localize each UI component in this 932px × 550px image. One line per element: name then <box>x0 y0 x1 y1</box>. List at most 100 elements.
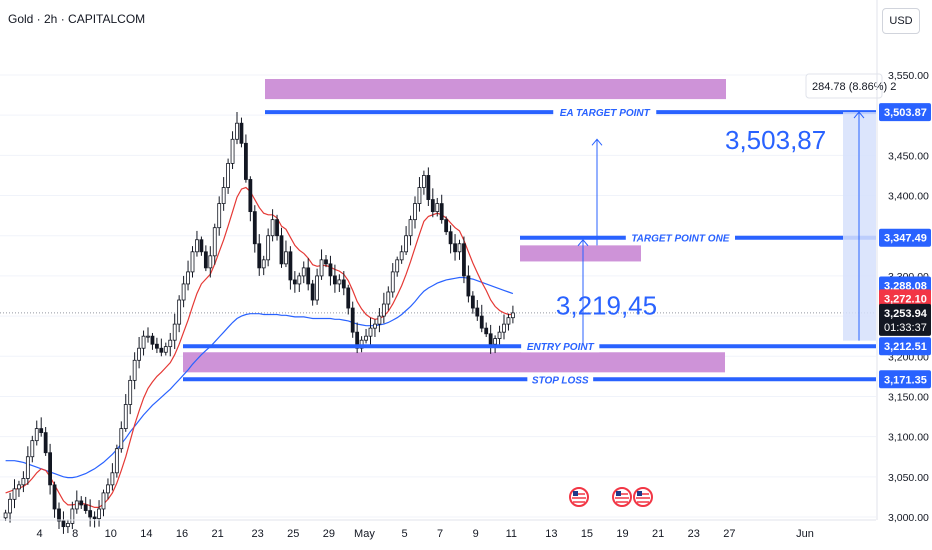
svg-text:284.78 (8.86%) 2: 284.78 (8.86%) 2 <box>812 81 896 93</box>
candle <box>395 256 400 277</box>
candle <box>168 332 173 357</box>
candle <box>128 375 133 415</box>
candle <box>137 336 142 369</box>
candle <box>88 499 93 527</box>
supply-demand-zone <box>183 352 725 373</box>
y-tick-label: 3,150.00 <box>888 391 929 403</box>
candle <box>172 313 177 350</box>
candle <box>306 258 311 291</box>
candle <box>177 295 182 333</box>
svg-text:3,171.35: 3,171.35 <box>884 374 927 386</box>
candle <box>83 496 88 514</box>
candle <box>373 319 377 337</box>
candle <box>39 417 44 437</box>
level-label: EA TARGET POINT <box>560 108 651 119</box>
candle <box>315 268 320 305</box>
candle <box>30 435 35 463</box>
candle <box>453 234 457 261</box>
candle <box>3 509 8 522</box>
candle <box>466 265 471 303</box>
candle <box>439 194 444 224</box>
x-tick-label: 23 <box>252 528 264 540</box>
x-tick-label: 29 <box>323 528 335 540</box>
candle <box>261 255 266 276</box>
y-tick-label: 3,450.00 <box>888 150 929 162</box>
x-tick-label: 5 <box>401 528 407 540</box>
x-tick-label: 16 <box>176 528 188 540</box>
y-tick-label: 3,400.00 <box>888 191 929 203</box>
price-tags: 3,503.873,347.493,212.513,171.353,288.08… <box>879 103 931 389</box>
candle <box>132 352 137 390</box>
candle <box>195 230 199 257</box>
x-tick-label: Jun <box>796 528 814 540</box>
candle <box>337 274 342 292</box>
candle <box>106 478 110 500</box>
candle <box>435 197 440 217</box>
candle <box>475 300 480 321</box>
level-price-tag: 3,347.49 <box>879 228 931 247</box>
us-flag-event-icon[interactable] <box>612 487 632 507</box>
candle <box>284 240 288 268</box>
candle <box>297 272 302 292</box>
candle <box>386 286 391 311</box>
candle <box>154 337 159 354</box>
candle <box>199 236 204 256</box>
candle <box>377 308 382 333</box>
candle <box>364 328 368 344</box>
level-label: ENTRY POINT <box>527 342 595 353</box>
candle <box>186 260 190 291</box>
level-ea-target-point[interactable]: EA TARGET POINT <box>265 106 876 119</box>
x-tick-label: 13 <box>545 528 557 540</box>
candle <box>279 227 284 268</box>
candle <box>21 471 26 493</box>
candle <box>110 463 115 491</box>
candle <box>150 332 155 350</box>
candle <box>426 167 431 206</box>
svg-text:3,503.87: 3,503.87 <box>884 107 927 119</box>
supply-demand-zone <box>265 79 726 100</box>
x-tick-label: 8 <box>72 528 78 540</box>
candle <box>479 304 484 333</box>
candle <box>66 519 70 534</box>
candle <box>79 496 84 509</box>
candle <box>101 489 106 517</box>
level-label: STOP LOSS <box>532 375 589 386</box>
candle <box>359 336 364 353</box>
level-price-tag: 3,503.87 <box>879 103 931 122</box>
candle <box>368 317 373 346</box>
level-entry-point[interactable]: ENTRY POINT <box>183 340 876 353</box>
candle <box>355 322 360 354</box>
candle <box>212 223 217 265</box>
projection-arrows <box>577 138 603 345</box>
candle <box>346 284 351 315</box>
y-tick-label: 3,000.00 <box>888 512 929 524</box>
candle <box>119 421 124 453</box>
level-target-point-one[interactable]: TARGET POINT ONE <box>520 231 876 245</box>
us-flag-event-icon[interactable] <box>569 487 589 507</box>
candle <box>48 443 52 495</box>
candle <box>301 261 306 284</box>
candle <box>12 479 17 509</box>
currency-button[interactable]: USD <box>882 8 920 34</box>
candle <box>61 511 66 534</box>
annotations: 3,503,87 3,219,45 <box>556 125 826 321</box>
candle <box>97 500 101 527</box>
candle <box>181 275 186 308</box>
candle <box>417 177 422 212</box>
ema-slow-line <box>5 276 514 479</box>
x-tick-label: 27 <box>723 528 735 540</box>
supply-demand-zone <box>520 245 641 262</box>
candle <box>221 177 226 211</box>
candle <box>190 246 195 278</box>
level-stop-loss[interactable]: STOP LOSS <box>183 373 876 386</box>
candle <box>92 511 97 528</box>
candle <box>448 225 453 254</box>
svg-text:3,347.49: 3,347.49 <box>884 233 927 245</box>
measure-label: 284.78 (8.86%) 2 <box>805 73 896 99</box>
x-tick-label: 7 <box>437 528 443 540</box>
candle <box>484 322 489 337</box>
y-tick-label: 3,100.00 <box>888 432 929 444</box>
us-flag-event-icon[interactable] <box>633 487 653 507</box>
candle <box>497 325 502 347</box>
